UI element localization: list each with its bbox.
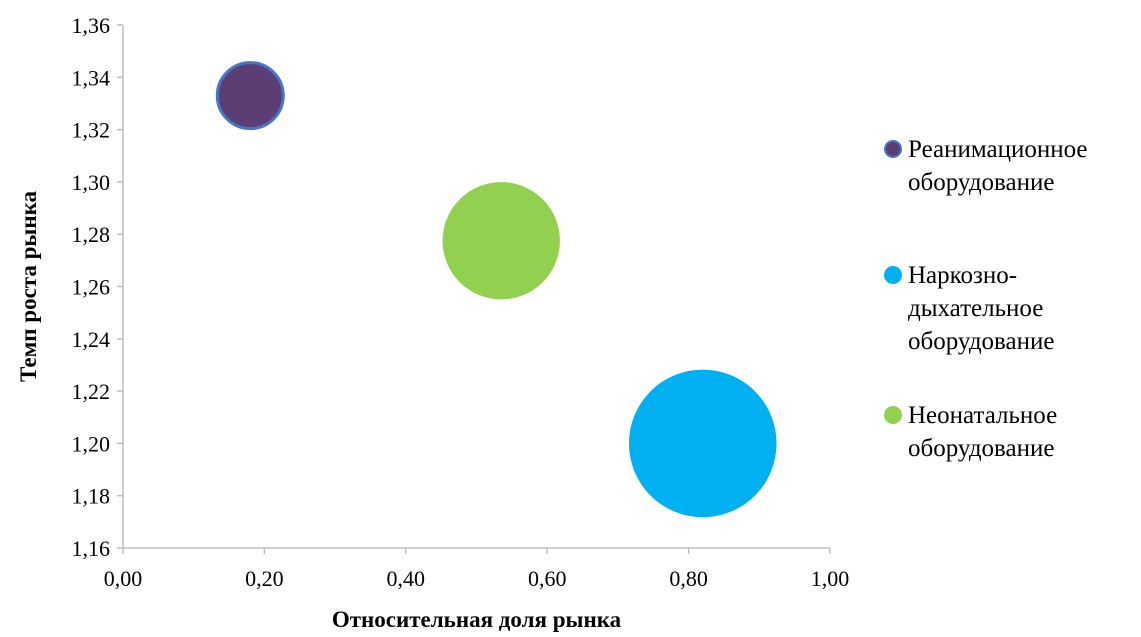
x-tick-label: 0,60 xyxy=(528,566,567,591)
y-tick-label: 1,34 xyxy=(72,65,111,90)
legend-label-3: Неонатальное оборудование xyxy=(908,402,1057,462)
x-tick-label: 0,80 xyxy=(669,566,708,591)
y-tick-label: 1,36 xyxy=(72,13,111,38)
y-tick-label: 1,24 xyxy=(72,327,111,352)
x-tick-label: 0,00 xyxy=(104,566,143,591)
x-tick-label: 0,40 xyxy=(387,566,426,591)
legend-marker-1 xyxy=(884,140,902,158)
bubble-1 xyxy=(215,61,285,131)
x-tick-label: 1,00 xyxy=(811,566,850,591)
x-tick-label: 0,20 xyxy=(245,566,284,591)
bubble-3 xyxy=(442,182,560,300)
y-tick-label: 1,20 xyxy=(72,431,111,456)
bubbles xyxy=(215,61,777,518)
bubble-2 xyxy=(628,369,777,518)
y-tick-label: 1,18 xyxy=(72,484,111,509)
y-tick-label: 1,28 xyxy=(72,222,111,247)
y-axis-title: Темп роста рынка xyxy=(16,190,41,382)
y-tick-label: 1,16 xyxy=(72,536,111,561)
y-tick-label: 1,32 xyxy=(72,118,111,143)
legend-label-2: Наркозно-дыхательное оборудование xyxy=(908,262,1054,355)
x-axis-title: Относительная доля рынка xyxy=(332,607,622,632)
legend-marker-3 xyxy=(884,406,902,424)
y-tick-label: 1,26 xyxy=(72,275,111,300)
legend-label-1: Реанимационное оборудование xyxy=(908,136,1088,196)
axes: 1,16 1,18 1,20 1,22 1,24 1,26 1,28 1,30 1,32 1,34… xyxy=(72,13,850,591)
legend: Реанимационное оборудование Наркозно-дыхат… xyxy=(884,136,1088,462)
y-tick-label: 1,30 xyxy=(72,170,111,195)
y-tick-label: 1,22 xyxy=(72,379,111,404)
legend-marker-2 xyxy=(884,266,902,284)
